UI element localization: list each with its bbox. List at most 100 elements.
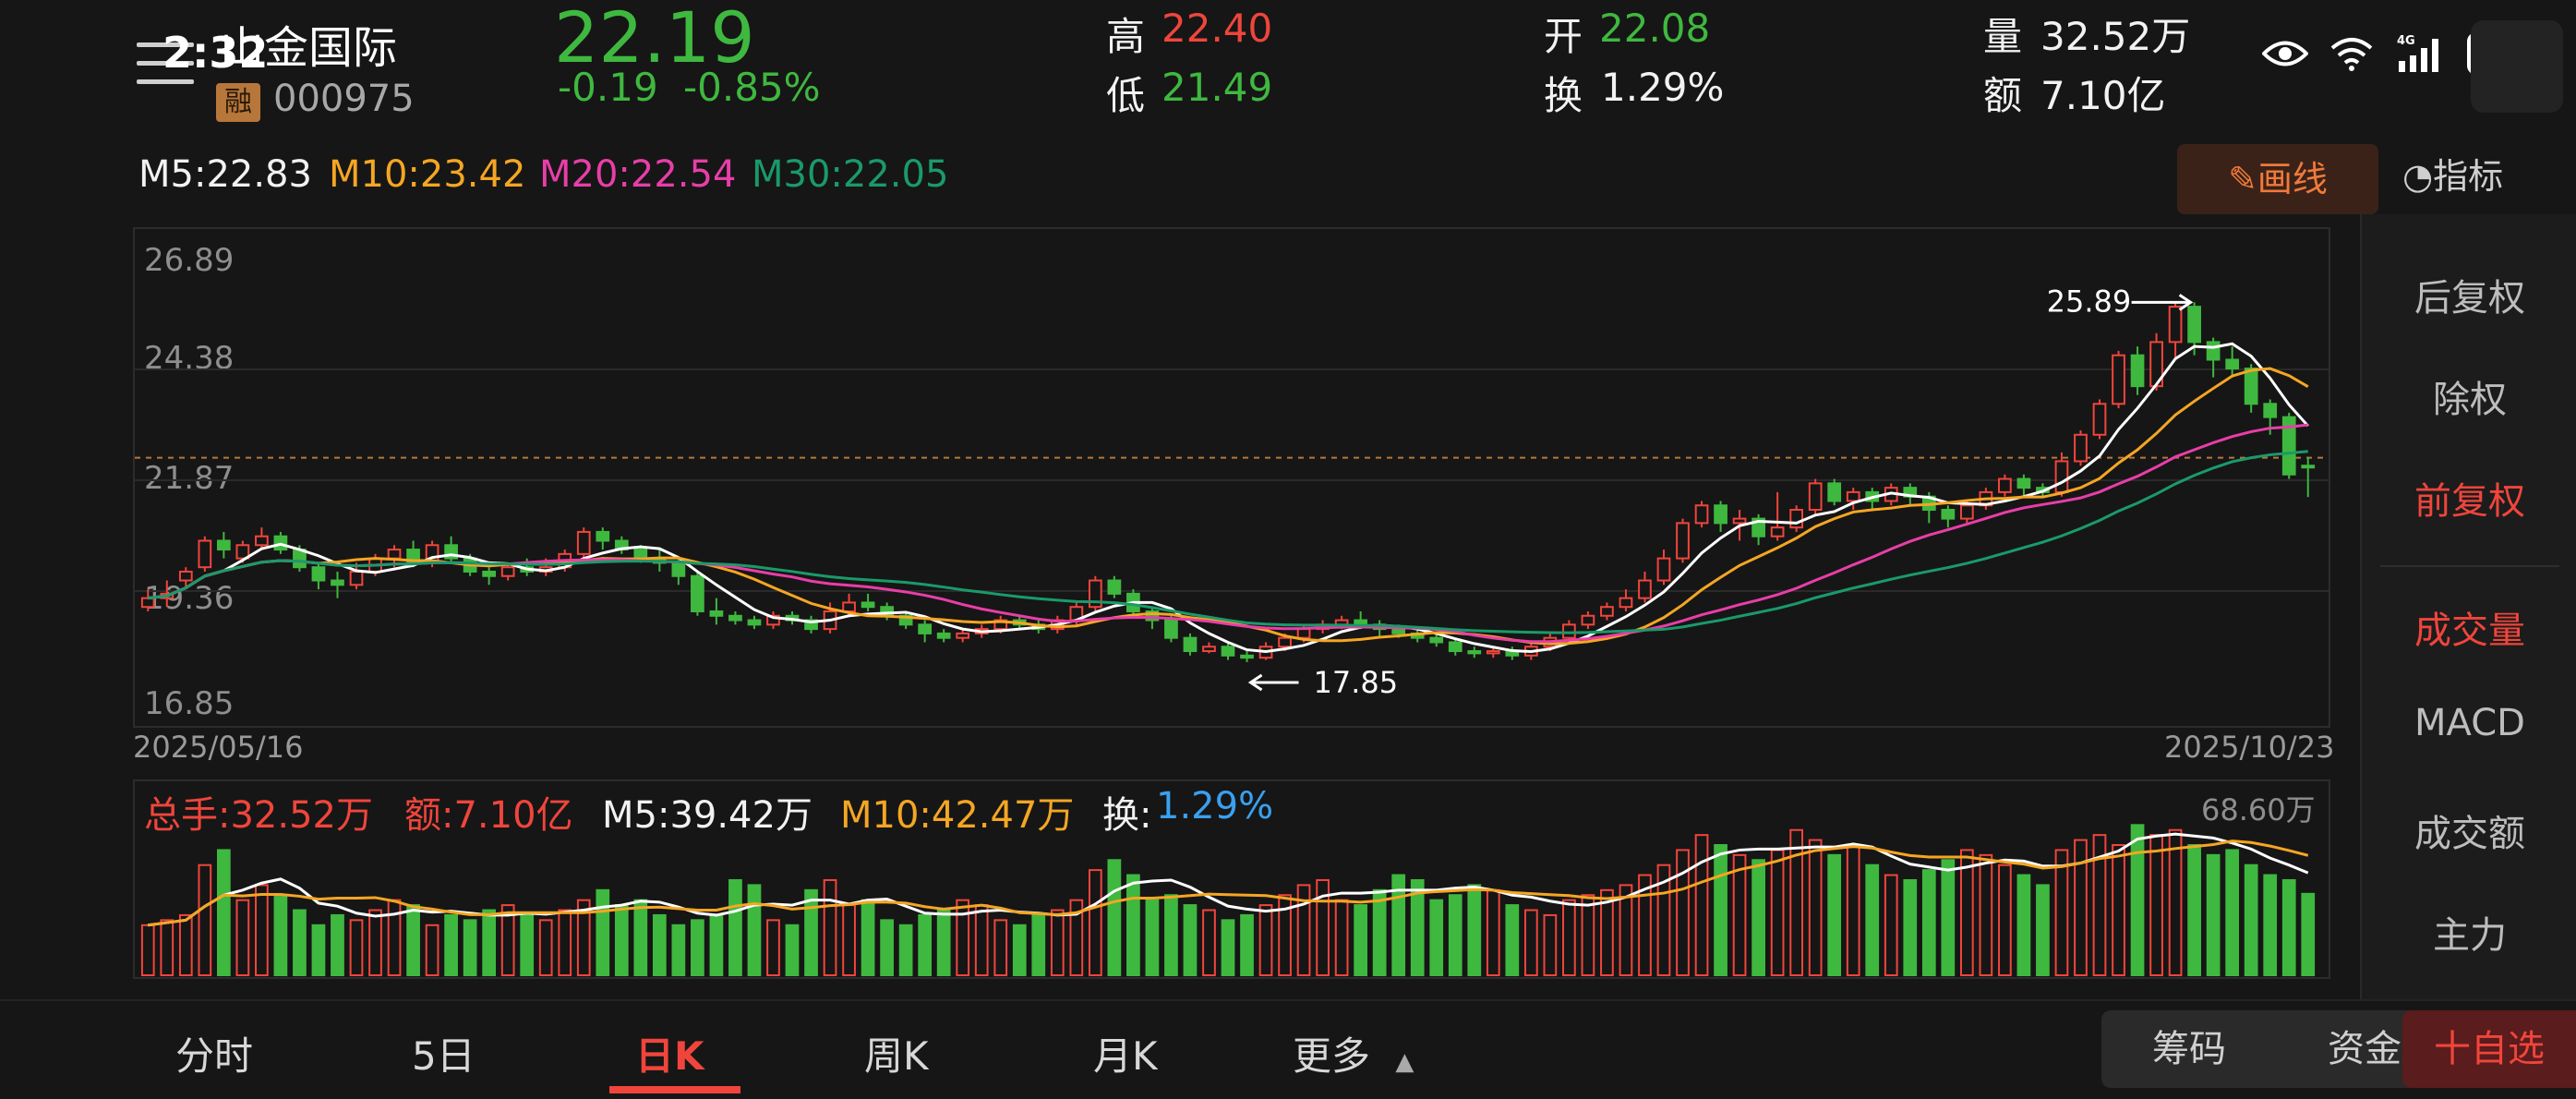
volume-bar [1448, 894, 1463, 976]
volume-bar [1145, 899, 1160, 976]
candle-body [1467, 650, 1482, 655]
tab-more[interactable]: 更多 ▲ [1293, 1025, 1414, 1081]
tab-weekly-k[interactable]: 周K [864, 1033, 929, 1079]
candle-body [633, 549, 648, 560]
candle-body [671, 562, 686, 577]
side-item-ex-right[interactable]: 除权 [2433, 379, 2507, 421]
candle-body [1638, 579, 1652, 599]
volume-label: 量 [1983, 14, 2023, 59]
candle-body [2092, 403, 2107, 436]
candle-body [1676, 522, 1690, 560]
candle-body [1088, 579, 1102, 609]
volume-chart-frame[interactable] [133, 779, 2330, 979]
candle-body [387, 549, 402, 560]
volume-m5: M5:39.42万 [602, 794, 813, 837]
volume-bar [500, 904, 515, 976]
candle-body [1959, 504, 1974, 520]
ma5-label: M5:22.83 [138, 153, 312, 196]
candle-body [1827, 482, 1842, 502]
side-item-macd[interactable]: MACD [2414, 702, 2525, 744]
candle-body [936, 632, 951, 639]
tab-intraday[interactable]: 分时 [175, 1033, 254, 1079]
signal-icon: 4G [2397, 34, 2438, 72]
candle-body [1714, 504, 1727, 525]
side-panel: 后复权 除权 前复权 成交量 MACD 成交额 主力 [2360, 214, 2576, 999]
volume-bar [1581, 894, 1595, 976]
volume-bar [1543, 913, 1558, 977]
volume-bar [2092, 834, 2107, 976]
high-annotation: 25.89 [2047, 284, 2132, 319]
margin-badge: 融 [216, 83, 260, 122]
tab-monthly-k[interactable]: 月K [1093, 1033, 1158, 1079]
volume-bar [1998, 864, 2012, 976]
tab-5day[interactable]: 5日 [412, 1033, 475, 1079]
candle-body [766, 614, 780, 626]
add-watchlist-button[interactable]: 十自选 [2402, 1010, 2576, 1088]
volume-bar [331, 913, 344, 977]
volume-turnover-label: 换: [1102, 794, 1152, 837]
volume-bar [293, 909, 307, 977]
menu-icon[interactable] [137, 42, 194, 89]
candle-body [1164, 619, 1178, 639]
candle-body [1789, 509, 1804, 529]
volume-bar [2016, 874, 2031, 976]
volume-bar [2206, 853, 2221, 977]
candle-body [500, 566, 515, 577]
volume-bar [2130, 824, 2145, 977]
indicator-button[interactable]: ◔指标 [2402, 148, 2503, 199]
candle-body [2301, 465, 2316, 469]
draw-line-button[interactable]: ✎画线 [2177, 144, 2378, 214]
tab-daily-k[interactable]: 日K [635, 1033, 704, 1079]
chips-button[interactable]: 筹码 [2101, 1010, 2277, 1088]
amount-value: 7.10亿 [2040, 73, 2166, 118]
candle-body [576, 530, 591, 555]
candle-body [956, 632, 970, 639]
volume-bar [1600, 888, 1614, 977]
side-item-pre-adjust[interactable]: 前复权 [2414, 480, 2525, 523]
eye-icon [2262, 41, 2308, 66]
candle-body [140, 597, 155, 609]
volume-bar [2301, 892, 2316, 976]
candle-body [2130, 354, 2145, 388]
status-time: 2:32 [163, 28, 269, 78]
volume-bar [255, 884, 269, 977]
candle-body [1183, 636, 1198, 653]
expand-button[interactable] [2471, 20, 2563, 113]
volume-bar [235, 899, 250, 976]
candle-body [235, 544, 250, 560]
high-arrow-head [2178, 294, 2194, 311]
volume-bar [311, 924, 326, 976]
volume-bar [1619, 884, 1633, 977]
candle-body [349, 570, 364, 586]
candle-body [1240, 654, 1254, 659]
side-item-main-force[interactable]: 主力 [2433, 914, 2507, 957]
volume-bar [2244, 864, 2258, 976]
volume-bar [1031, 913, 1046, 977]
volume-bar [1467, 884, 1482, 977]
candle-body [1694, 504, 1709, 525]
open-label: 开 [1544, 14, 1583, 59]
volume-total: 总手:32.52万 [144, 794, 373, 837]
volume-bar [558, 909, 572, 977]
candle-body [1354, 619, 1368, 626]
volume-m10: M10:42.47万 [840, 794, 1075, 837]
volume-bar [576, 899, 591, 976]
candle-body [2263, 403, 2278, 418]
high-value: 22.40 [1162, 6, 1273, 51]
candle-body [1107, 579, 1122, 595]
volume-bar [785, 924, 800, 976]
volume-bar [918, 913, 933, 977]
side-item-volume[interactable]: 成交量 [2414, 610, 2525, 652]
volume-ma5-line [148, 832, 2309, 927]
kline-chart-frame[interactable] [133, 227, 2330, 728]
volume-bar [1941, 859, 1956, 977]
side-item-amount[interactable]: 成交额 [2414, 813, 2525, 855]
candle-body [842, 601, 856, 612]
volume-bar [671, 924, 686, 976]
candle-body [216, 539, 231, 551]
volume-bar [2036, 884, 2050, 977]
side-item-post-adjust[interactable]: 后复权 [2414, 277, 2525, 320]
volume-bar [1069, 899, 1084, 976]
volume-max: 68.60万 [2201, 792, 2316, 827]
